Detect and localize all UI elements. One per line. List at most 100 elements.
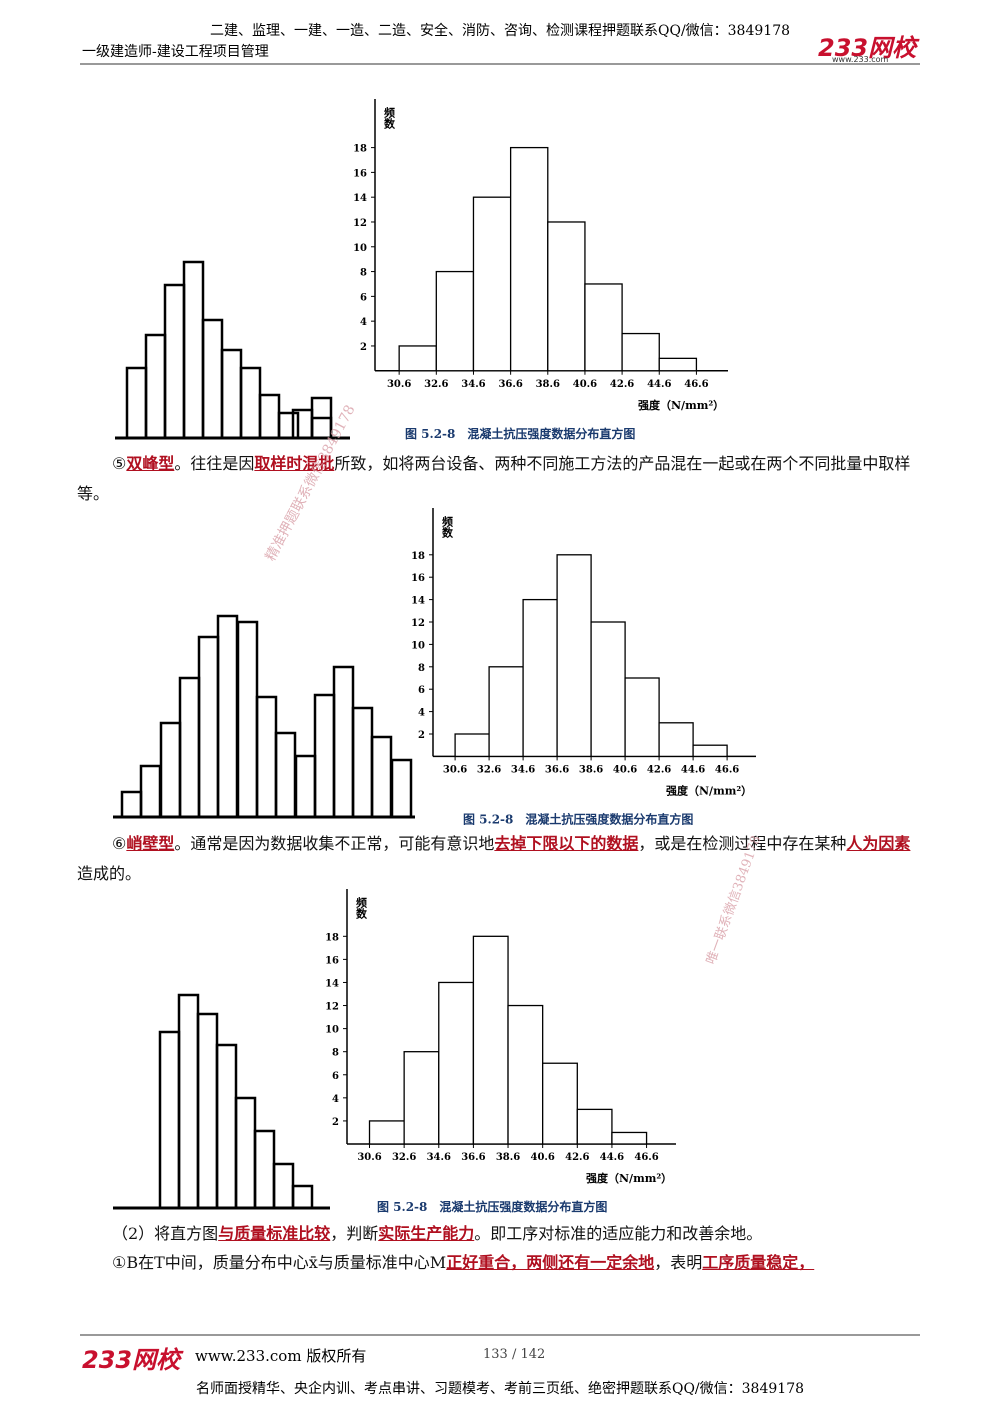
sketch-bar — [163, 283, 186, 440]
footer-logo: 233网校 — [82, 1346, 181, 1374]
x-axis-label: 强度（N/mm²） — [666, 783, 752, 797]
figure-caption: 图 5.2-8 混凝土抗压强度数据分布直方图 — [377, 1199, 607, 1214]
emphasis: 实际生产能力 — [378, 1224, 475, 1243]
bar — [611, 1131, 648, 1145]
x-tick-label: 40.6 — [613, 764, 637, 775]
emphasis: 工序质量稳定， — [702, 1253, 815, 1272]
page-number: 133 / 142 — [483, 1347, 546, 1362]
x-tick-label: 34.6 — [427, 1152, 451, 1163]
y-tick-label: 6 — [418, 685, 425, 696]
paragraph: ⑤双峰型。往往是因取样时混批所致，如将两台设备、两种不同施工方法的产品混在一起或… — [77, 449, 917, 509]
x-tick-label: 40.6 — [573, 379, 597, 390]
sketch-bar — [215, 1043, 238, 1210]
sketch-bar — [120, 790, 143, 819]
y-tick-label: 2 — [418, 730, 425, 741]
sketch-bar — [313, 693, 336, 819]
paragraph: ①B在T中间，质量分布中心x̄与质量标准中心M正好重合，两侧还有一定余地，表明工… — [77, 1248, 917, 1278]
y-tick-label: 18 — [353, 144, 367, 155]
y-tick-label: 4 — [360, 317, 367, 328]
y-tick-label: 8 — [332, 1048, 339, 1059]
sketch-bar — [158, 1030, 181, 1210]
sketch-bar — [258, 393, 281, 440]
sketch-bar — [196, 1012, 219, 1210]
figure-caption: 图 5.2-8 混凝土抗压强度数据分布直方图 — [405, 426, 635, 441]
x-tick-label: 30.6 — [443, 764, 467, 775]
y-tick-label: 10 — [325, 1025, 339, 1036]
sketch-bar — [274, 731, 297, 819]
x-axis-label: 强度（N/mm²） — [638, 398, 724, 412]
sketch-bar — [291, 1184, 314, 1210]
x-tick-label: 44.6 — [647, 379, 671, 390]
footer-copyright: www.233.com 版权所有 — [195, 1347, 367, 1365]
sketch-bar — [239, 366, 262, 440]
text: 。通常是因为数据收集不正常，可能有意识地 — [174, 834, 495, 853]
sketch-bar — [255, 695, 278, 819]
bar — [507, 1004, 544, 1145]
text: 造成的。 — [77, 864, 142, 883]
text: ⑥ — [112, 834, 127, 853]
bar — [621, 332, 660, 372]
y-tick-label: 10 — [353, 243, 367, 254]
bar — [624, 677, 660, 758]
emphasis: 双峰型 — [126, 454, 175, 473]
emphasis: 正好重合，两侧还有一定余地 — [446, 1253, 655, 1272]
bar — [368, 1120, 405, 1145]
text: 。往往是因 — [174, 454, 255, 473]
bar — [556, 554, 592, 758]
text: ，表明 — [654, 1253, 703, 1272]
paragraph: （2）将直方图与质量标准比较，判断实际生产能力。即工序对标准的适应能力和改善余地… — [77, 1219, 917, 1249]
x-tick-label: 32.6 — [477, 764, 501, 775]
bar — [584, 283, 623, 372]
bar — [576, 1108, 613, 1145]
bar — [658, 357, 698, 372]
footer-line: 名师面授精华、央企内训、考点串讲、习题模考、考前三页纸、绝密押题联系QQ/微信：… — [195, 1381, 805, 1397]
x-tick-label: 32.6 — [392, 1152, 416, 1163]
x-tick-label: 44.6 — [600, 1152, 624, 1163]
sketch-bar — [272, 1162, 295, 1210]
sketch-bar — [177, 993, 200, 1210]
sketch-bar — [144, 333, 167, 440]
y-tick-label: 2 — [332, 1117, 339, 1128]
y-tick-label: 14 — [325, 978, 339, 989]
sketch-bar — [332, 665, 355, 819]
bar — [590, 621, 626, 758]
y-tick-label: 14 — [353, 193, 367, 204]
y-tick-label: 2 — [360, 342, 367, 353]
sketch-bar — [370, 735, 393, 819]
x-tick-label: 38.6 — [496, 1152, 520, 1163]
y-tick-label: 6 — [332, 1071, 339, 1082]
header-line: 二建、监理、一建、一造、二造、安全、消防、咨询、检测课程押题联系QQ/微信：38… — [209, 23, 791, 39]
y-tick-label: 16 — [325, 955, 339, 966]
y-tick-label: 12 — [411, 618, 425, 629]
x-tick-label: 30.6 — [357, 1152, 381, 1163]
x-tick-label: 44.6 — [681, 764, 705, 775]
sketch-bar — [220, 348, 243, 440]
text: 。即工序对标准的适应能力和改善余地。 — [474, 1224, 763, 1243]
sketch-bar — [351, 706, 374, 819]
x-tick-label: 36.6 — [545, 764, 569, 775]
bar — [438, 981, 475, 1145]
sketch-bar — [178, 676, 201, 819]
sketch-bar — [182, 260, 205, 440]
x-tick-label: 42.6 — [647, 764, 671, 775]
bar — [509, 146, 549, 372]
sketch-bar — [125, 366, 148, 440]
sketch-bar — [294, 754, 317, 819]
bar — [488, 666, 524, 758]
x-tick-label: 34.6 — [511, 764, 535, 775]
y-tick-label: 6 — [360, 292, 367, 303]
bar — [472, 935, 509, 1145]
sketch-bar — [201, 318, 224, 440]
x-tick-label: 38.6 — [536, 379, 560, 390]
bar — [522, 598, 558, 758]
y-tick-label: 16 — [353, 168, 367, 179]
y-tick-label: 12 — [353, 218, 367, 229]
text: ⑤ — [112, 454, 127, 473]
text: ，或是在检测过程中存在某种 — [638, 834, 847, 853]
bar — [547, 221, 586, 372]
bar — [454, 733, 490, 758]
bar — [472, 196, 512, 372]
text: （2）将直方图 — [112, 1224, 219, 1243]
y-axis-label: 频数 — [441, 515, 454, 539]
y-tick-label: 10 — [411, 640, 425, 651]
